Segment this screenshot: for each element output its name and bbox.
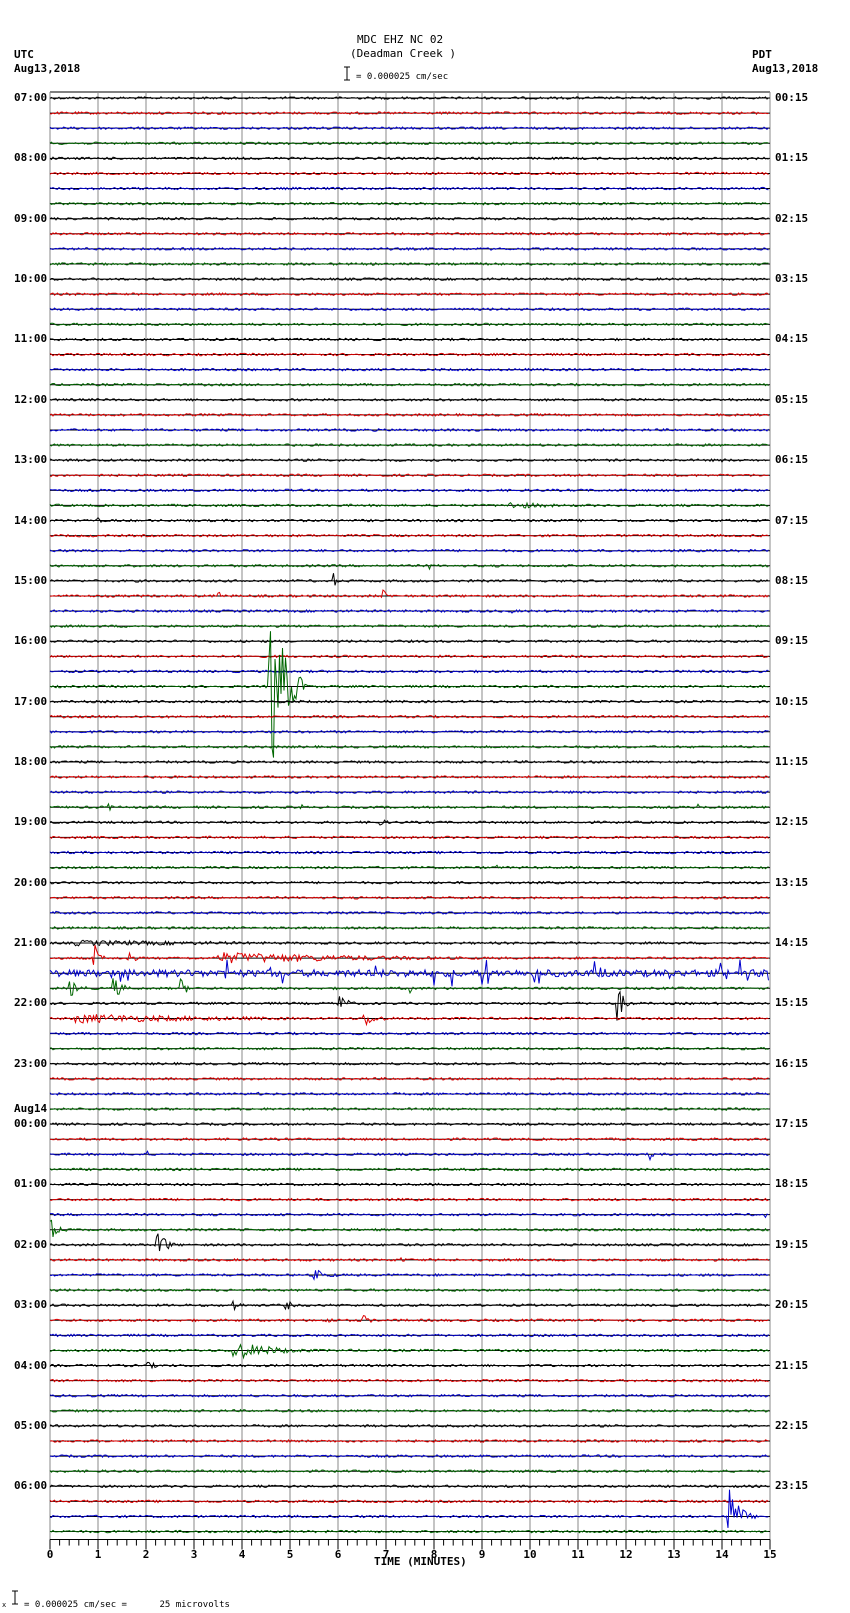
pdt-hour-label: 22:15 [775,1418,809,1432]
utc-hour-label: 19:00 [14,815,48,829]
utc-hour-label: 10:00 [14,272,48,286]
utc-hour-label: 15:00 [14,573,48,587]
x-tick-label: 1 [94,1547,102,1561]
x-tick-label: 7 [382,1547,390,1561]
pdt-hour-label: 14:15 [775,936,809,950]
right-timezone: PDT [752,48,772,61]
pdt-hour-label: 04:15 [775,332,809,346]
pdt-hour-label: 07:15 [775,513,809,527]
x-tick-label: 2 [142,1547,150,1561]
pdt-hour-label: 21:15 [775,1358,809,1372]
utc-hour-label: 21:00 [14,936,48,950]
utc-hour-label: 02:00 [14,1237,48,1251]
utc-hour-label: 06:00 [14,1479,48,1493]
pdt-hour-label: 18:15 [775,1177,809,1191]
x-tick-label: 11 [571,1547,585,1561]
pdt-hour-label: 03:15 [775,272,809,286]
utc-hour-label: 20:00 [14,875,48,889]
utc-hour-label: 09:00 [14,211,48,225]
right-date: Aug13,2018 [752,62,819,75]
pdt-hour-label: 10:15 [775,694,809,708]
utc-hour-label: 23:00 [14,1056,48,1070]
x-tick-label: 13 [667,1547,681,1561]
footer-scale-bar-icon [12,1590,18,1605]
x-tick-label: 4 [238,1547,246,1561]
x-tick-label: 10 [523,1547,537,1561]
utc-hour-label: Aug14 [14,1102,48,1116]
pdt-hour-label: 12:15 [775,815,809,829]
pdt-hour-label: 19:15 [775,1237,809,1251]
pdt-hour-label: 00:15 [775,91,809,104]
scale-text: = 0.000025 cm/sec [356,72,449,82]
station-title: MDC EHZ NC 02 [357,33,444,46]
utc-hour-label: 16:00 [14,634,48,648]
x-tick-label: 6 [334,1547,342,1561]
pdt-hour-label: 20:15 [775,1298,809,1312]
pdt-hour-label: 02:15 [775,211,809,225]
utc-hour-label: 14:00 [14,513,48,527]
left-date: Aug13,2018 [14,62,81,75]
x-tick-label: 5 [286,1547,294,1561]
utc-hour-label: 08:00 [14,151,48,165]
pdt-hour-label: 23:15 [775,1479,809,1493]
footer-scale-note: = 0.000025 cm/sec = 25 microvolts [24,1600,230,1610]
x-tick-label: 15 [763,1547,777,1561]
utc-hour-label: 04:00 [14,1358,48,1372]
utc-hour-label: 03:00 [14,1298,48,1312]
x-tick-label: 8 [430,1547,438,1561]
utc-hour-label: 12:00 [14,392,48,406]
x-tick-label: 9 [478,1547,486,1561]
x-tick-label: 3 [190,1547,198,1561]
utc-hour-label: 05:00 [14,1418,48,1432]
left-timezone: UTC [14,48,34,61]
pdt-hour-label: 05:15 [775,392,809,406]
pdt-hour-label: 06:15 [775,453,809,467]
pdt-hour-label: 15:15 [775,996,809,1010]
x-tick-label: 12 [619,1547,633,1561]
utc-hour-label: 17:00 [14,694,48,708]
utc-hour-label: 07:00 [14,91,48,104]
pdt-hour-label: 16:15 [775,1056,809,1070]
pdt-hour-label: 13:15 [775,875,809,889]
pdt-hour-label: 01:15 [775,151,809,165]
pdt-hour-label: 17:15 [775,1117,809,1131]
scale-bar-icon [344,66,350,81]
utc-hour-label: 01:00 [14,1177,48,1191]
utc-hour-label: 11:00 [14,332,48,346]
x-tick-label: 14 [715,1547,729,1561]
pdt-hour-label: 09:15 [775,634,809,648]
pdt-hour-label: 11:15 [775,754,809,768]
x-axis-label: TIME (MINUTES) [374,1555,467,1568]
utc-hour-label: 18:00 [14,754,48,768]
utc-hour-label: 22:00 [14,996,48,1010]
utc-hour-label: 13:00 [14,453,48,467]
x-tick-label: 0 [46,1547,54,1561]
footer-prefix: x [2,1601,7,1609]
pdt-hour-label: 08:15 [775,573,809,587]
utc-hour-label: 00:00 [14,1117,48,1131]
site-name: (Deadman Creek ) [350,47,456,60]
